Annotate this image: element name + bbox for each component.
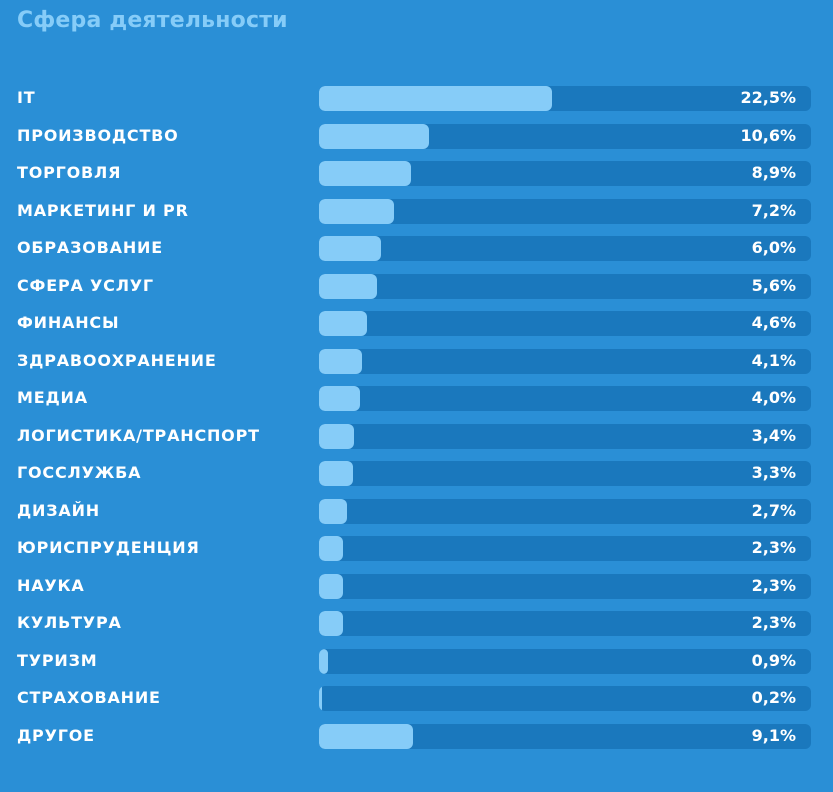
- bar-row: КУЛЬТУРА 2,3%: [0, 610, 833, 648]
- bar-row: ЮРИСПРУДЕНЦИЯ 2,3%: [0, 535, 833, 573]
- category-label: ЗДРАВООХРАНЕНИЕ: [17, 350, 217, 370]
- value-label: 7,2%: [751, 200, 796, 220]
- value-label: 2,7%: [751, 500, 796, 520]
- value-label: 10,6%: [740, 125, 796, 145]
- value-label: 0,2%: [751, 688, 796, 707]
- bar-track: [319, 611, 811, 636]
- bar-fill: [319, 273, 377, 299]
- bar-track: [319, 386, 811, 411]
- category-label: ГОССЛУЖБА: [17, 463, 142, 482]
- bar-row: СТРАХОВАНИЕ 0,2%: [0, 685, 833, 723]
- bar-fill: [319, 611, 343, 636]
- value-label: 6,0%: [751, 238, 796, 257]
- bar-fill: [319, 648, 329, 674]
- bar-track: [319, 161, 811, 186]
- bar-track: [319, 498, 811, 524]
- chart-title: Сфера деятельности: [17, 8, 288, 33]
- bar-row: СФЕРА УСЛУГ 5,6%: [0, 273, 833, 311]
- bar-row: IT 22,5%: [0, 85, 833, 123]
- bar-fill: [319, 423, 355, 449]
- bar-fill: [319, 198, 394, 224]
- bar-track: [319, 86, 811, 111]
- category-label: ЛОГИСТИКА/ТРАНСПОРТ: [17, 425, 260, 445]
- category-label: ФИНАНСЫ: [17, 313, 120, 332]
- bar-track: [319, 573, 811, 599]
- bar-chart: IT 22,5% ПРОИЗВОДСТВО 10,6% ТОРГОВЛЯ 8,9% МАРК…: [0, 85, 833, 760]
- bar-row: ФИНАНСЫ 4,6%: [0, 310, 833, 348]
- bar-fill: [319, 386, 361, 411]
- bar-fill: [319, 498, 347, 524]
- category-label: ТОРГОВЛЯ: [17, 163, 122, 182]
- bar-fill: [319, 236, 382, 261]
- bar-fill: [319, 573, 343, 599]
- category-label: НАУКА: [17, 575, 85, 595]
- bar-row: ЗДРАВООХРАНЕНИЕ 4,1%: [0, 348, 833, 386]
- bar-fill: [319, 161, 412, 186]
- bar-track: [319, 348, 811, 374]
- bar-row: ДИЗАЙН 2,7%: [0, 498, 833, 536]
- category-label: МАРКЕТИНГ И PR: [17, 200, 189, 220]
- bar-track: [319, 423, 811, 449]
- category-label: ПРОИЗВОДСТВО: [17, 125, 179, 145]
- bar-track: [319, 536, 811, 561]
- value-label: 4,1%: [751, 350, 796, 370]
- bar-track: [319, 273, 811, 299]
- category-label: СФЕРА УСЛУГ: [17, 275, 154, 295]
- bar-row: ТОРГОВЛЯ 8,9%: [0, 160, 833, 198]
- value-label: 22,5%: [740, 88, 796, 107]
- value-label: 2,3%: [751, 613, 796, 632]
- bar-row: ГОССЛУЖБА 3,3%: [0, 460, 833, 498]
- value-label: 3,3%: [751, 463, 796, 482]
- bar-fill: [319, 536, 343, 561]
- bar-track: [319, 686, 811, 711]
- bar-row: НАУКА 2,3%: [0, 573, 833, 611]
- value-label: 8,9%: [751, 163, 796, 182]
- bar-fill: [319, 123, 429, 149]
- value-label: 2,3%: [751, 538, 796, 557]
- category-label: ОБРАЗОВАНИЕ: [17, 238, 163, 257]
- value-label: 3,4%: [751, 425, 796, 445]
- bar-fill: [319, 686, 322, 711]
- category-label: ДИЗАЙН: [17, 500, 100, 520]
- category-label: ДРУГОЕ: [17, 725, 95, 745]
- bar-fill: [319, 311, 367, 336]
- value-label: 5,6%: [751, 275, 796, 295]
- bar-track: [319, 648, 811, 674]
- bar-row: МЕДИА 4,0%: [0, 385, 833, 423]
- bar-row: ДРУГОЕ 9,1%: [0, 723, 833, 761]
- category-label: МЕДИА: [17, 388, 88, 407]
- bar-fill: [319, 461, 354, 486]
- category-label: ТУРИЗМ: [17, 650, 98, 670]
- bar-track: [319, 311, 811, 336]
- category-label: ЮРИСПРУДЕНЦИЯ: [17, 538, 200, 557]
- bar-row: ЛОГИСТИКА/ТРАНСПОРТ 3,4%: [0, 423, 833, 461]
- bar-track: [319, 723, 811, 749]
- bar-track: [319, 236, 811, 261]
- bar-row: МАРКЕТИНГ И PR 7,2%: [0, 198, 833, 236]
- value-label: 2,3%: [751, 575, 796, 595]
- bar-fill: [319, 86, 553, 111]
- category-label: СТРАХОВАНИЕ: [17, 688, 161, 707]
- bar-row: ТУРИЗМ 0,9%: [0, 648, 833, 686]
- bar-row: ОБРАЗОВАНИЕ 6,0%: [0, 235, 833, 273]
- bar-fill: [319, 348, 362, 374]
- value-label: 4,6%: [751, 313, 796, 332]
- category-label: IT: [17, 88, 36, 107]
- value-label: 9,1%: [751, 725, 796, 745]
- bar-track: [319, 461, 811, 486]
- value-label: 4,0%: [751, 388, 796, 407]
- value-label: 0,9%: [751, 650, 796, 670]
- bar-track: [319, 123, 811, 149]
- bar-fill: [319, 723, 414, 749]
- bar-track: [319, 198, 811, 224]
- category-label: КУЛЬТУРА: [17, 613, 122, 632]
- bar-row: ПРОИЗВОДСТВО 10,6%: [0, 123, 833, 161]
